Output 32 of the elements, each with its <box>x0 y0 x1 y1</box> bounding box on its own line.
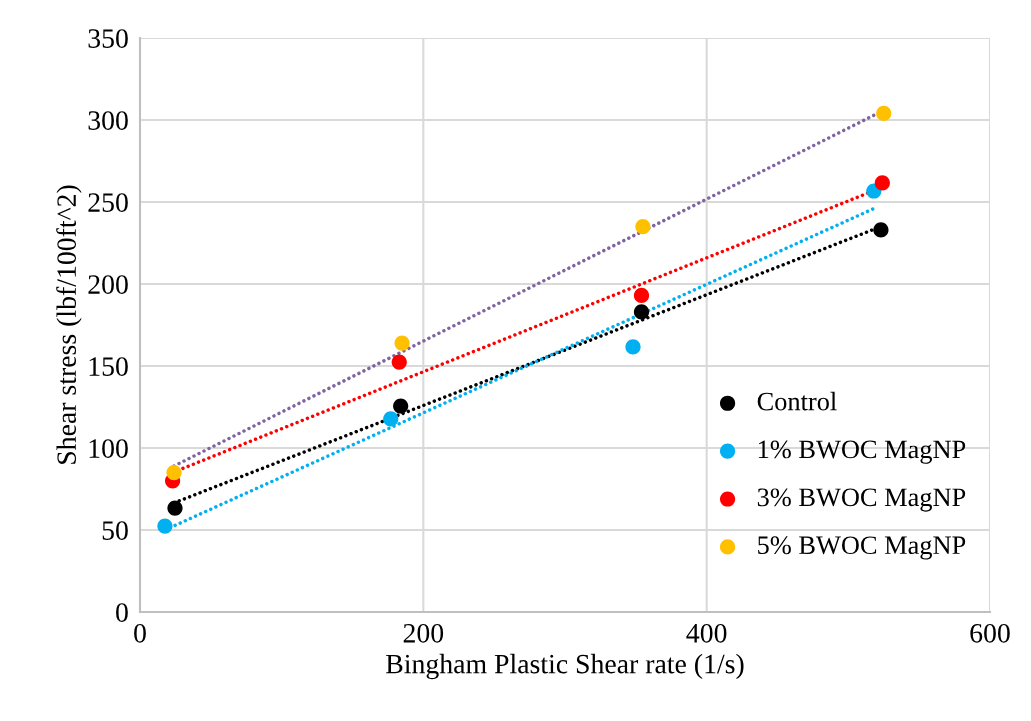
y-tick-label: 300 <box>88 111 128 130</box>
point <box>167 500 183 516</box>
x-tick-label: 0 <box>134 623 146 643</box>
point <box>873 222 889 238</box>
legend-label: 1% BWOC MagNP <box>758 440 966 464</box>
legend-label: Control <box>757 391 837 411</box>
y-tick-label: 50 <box>102 521 128 540</box>
point <box>635 218 651 235</box>
x-tick-label: 200 <box>403 623 444 643</box>
x-tick-label: 400 <box>686 623 727 643</box>
legend-label: 3% BWOC MagNP <box>757 488 966 512</box>
y-tick-label: 0 <box>116 603 128 622</box>
point <box>633 304 650 320</box>
point <box>166 464 182 481</box>
point <box>876 105 892 122</box>
y-tick-label: 150 <box>89 357 128 376</box>
y-tick-label: 100 <box>89 439 128 458</box>
y-axis-title: Shear stress (lbf/100ft^2) <box>56 185 82 464</box>
x-axis-title: Bingham Plastic Shear rate (1/s) <box>386 653 744 680</box>
point <box>391 354 407 370</box>
point <box>157 518 173 534</box>
point <box>633 287 650 304</box>
point <box>393 398 409 414</box>
y-tick-label: 350 <box>88 29 128 48</box>
point <box>874 175 890 191</box>
x-tick-label: 600 <box>970 623 1010 643</box>
point <box>383 411 399 427</box>
point <box>394 335 410 351</box>
y-tick-label: 200 <box>88 275 128 294</box>
legend-label: 5% BWOC MagNP <box>758 536 966 560</box>
point <box>625 339 641 355</box>
y-tick-label: 250 <box>88 193 128 212</box>
